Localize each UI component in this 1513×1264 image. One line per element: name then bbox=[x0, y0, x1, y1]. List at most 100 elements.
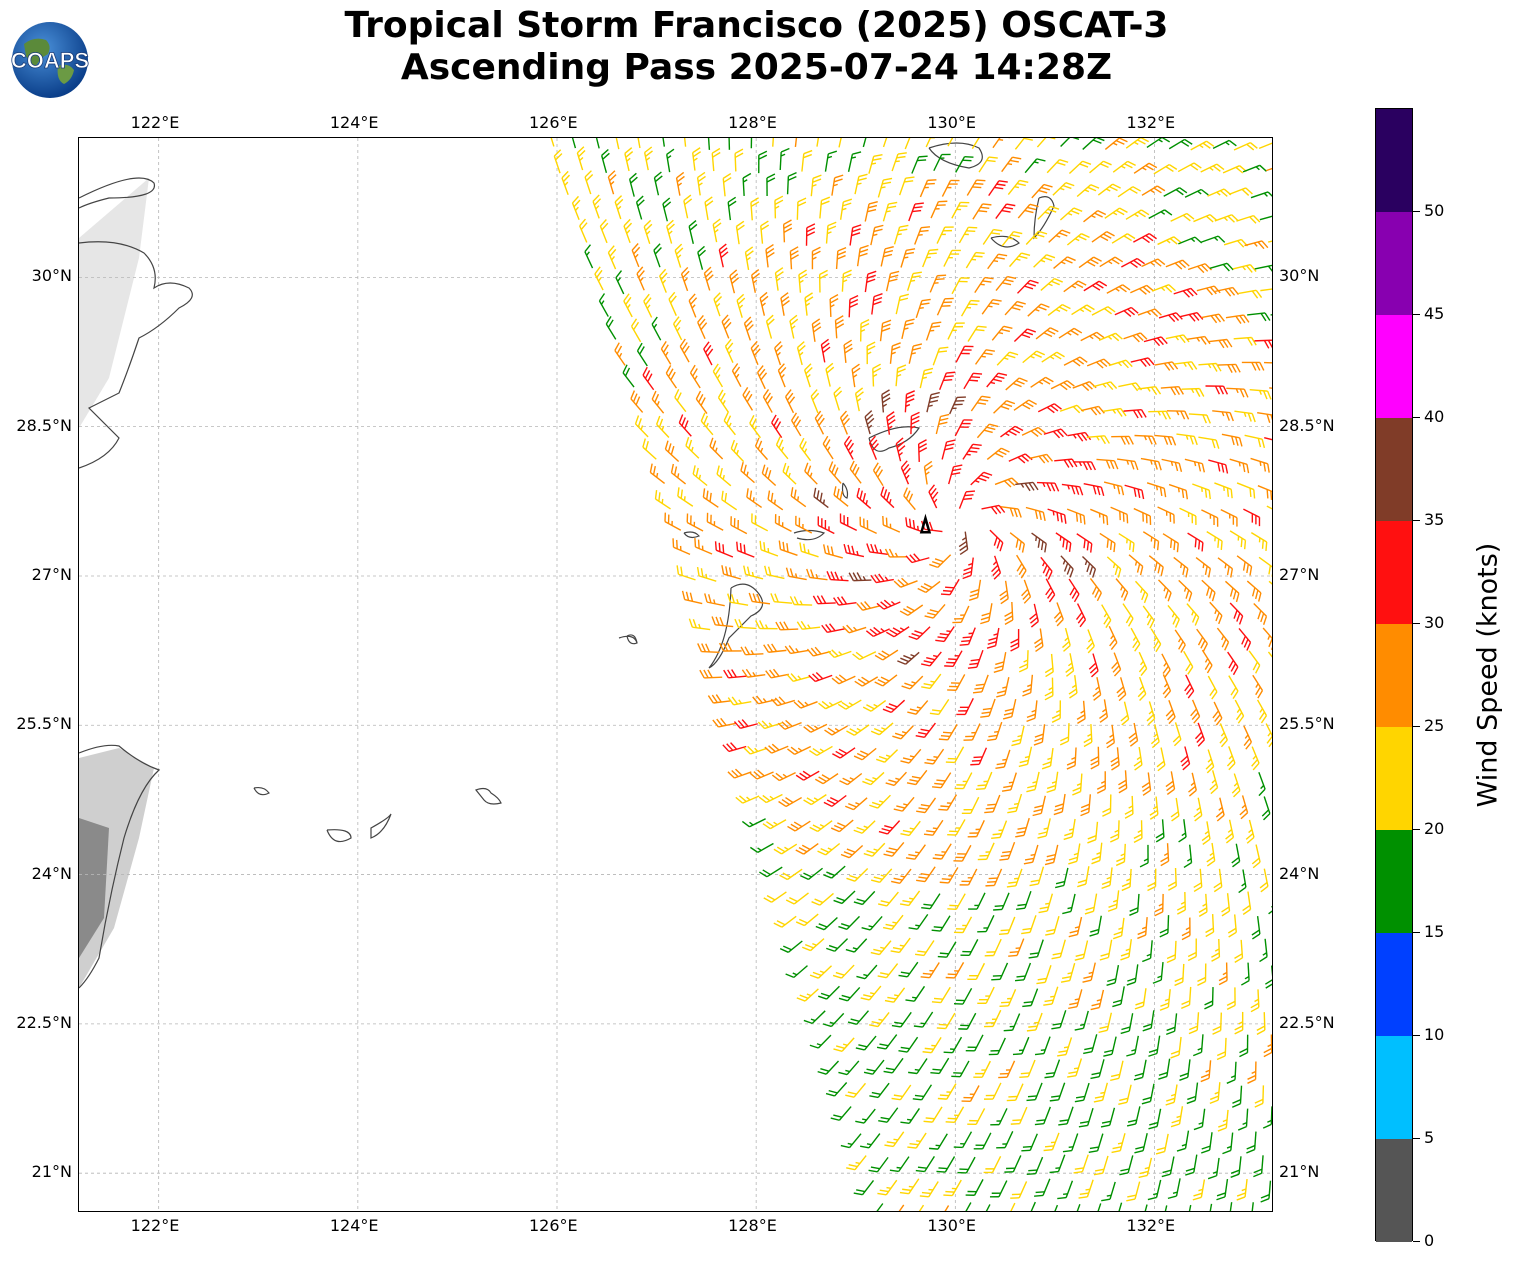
wind-barb bbox=[1026, 1082, 1043, 1102]
wind-barb bbox=[1217, 363, 1241, 373]
wind-barb bbox=[947, 893, 966, 911]
wind-barb bbox=[1111, 1133, 1126, 1154]
wind-barb bbox=[959, 868, 978, 886]
wind-barb bbox=[1206, 842, 1216, 867]
wind-barb bbox=[666, 148, 675, 173]
wind-barb bbox=[1161, 1156, 1175, 1178]
wind-barb bbox=[1013, 399, 1037, 411]
wind-barb bbox=[740, 646, 764, 656]
wind-barb bbox=[878, 820, 901, 835]
wind-barb bbox=[1026, 1012, 1043, 1032]
wind-barb bbox=[1066, 508, 1086, 525]
wind-barb bbox=[1062, 893, 1076, 915]
wind-barb bbox=[1016, 279, 1039, 294]
wind-barb bbox=[1018, 746, 1033, 768]
wind-barb bbox=[1174, 629, 1186, 653]
wind-barb bbox=[1101, 1181, 1116, 1202]
wind-barb bbox=[779, 147, 790, 171]
wind-barb bbox=[723, 412, 736, 436]
wind-barb bbox=[823, 794, 847, 807]
wind-barb bbox=[936, 1156, 956, 1173]
wind-barb bbox=[1180, 746, 1191, 771]
wind-barb bbox=[843, 339, 853, 363]
wind-barb bbox=[1165, 334, 1190, 344]
wind-barb bbox=[727, 768, 752, 779]
coaps-logo-icon: COAPS bbox=[10, 22, 90, 98]
wind-barb bbox=[670, 463, 687, 485]
wind-barb bbox=[984, 1082, 1002, 1100]
coastline bbox=[79, 177, 155, 209]
wind-barb bbox=[622, 364, 635, 388]
wind-barb bbox=[1242, 164, 1267, 173]
wind-barb bbox=[980, 698, 996, 718]
wind-barb bbox=[943, 1179, 962, 1197]
wind-barb bbox=[919, 367, 934, 389]
wind-barb bbox=[700, 412, 714, 436]
wind-barb bbox=[1073, 1154, 1089, 1174]
wind-barb bbox=[1250, 532, 1268, 551]
wind-barb bbox=[677, 487, 694, 507]
wind-barb bbox=[1256, 699, 1268, 724]
wind-barb bbox=[735, 220, 745, 245]
wind-barb bbox=[831, 174, 844, 196]
wind-barb bbox=[953, 916, 973, 934]
wind-barb bbox=[1086, 358, 1112, 369]
wind-barb bbox=[1074, 1010, 1089, 1031]
wind-barb bbox=[651, 316, 662, 341]
wind-barb bbox=[897, 651, 920, 665]
wind-barb bbox=[917, 439, 928, 462]
wind-barb bbox=[838, 915, 861, 930]
wind-barb bbox=[1043, 1132, 1060, 1152]
wind-barb bbox=[576, 146, 586, 171]
wind-barb bbox=[943, 249, 961, 267]
wind-barb bbox=[1110, 820, 1120, 843]
lon-tick-label: 122°E bbox=[130, 1216, 180, 1235]
wind-barb bbox=[937, 1083, 957, 1100]
wind-barb bbox=[816, 138, 821, 147]
wind-barb bbox=[1229, 458, 1250, 474]
wind-barb bbox=[904, 138, 913, 150]
wind-barb bbox=[778, 540, 798, 557]
wind-barb bbox=[885, 270, 900, 292]
wind-barb bbox=[1205, 914, 1215, 938]
wind-barb bbox=[1192, 1179, 1206, 1201]
wind-barb bbox=[1142, 531, 1160, 551]
wind-barb bbox=[968, 892, 986, 910]
wind-barb bbox=[636, 138, 643, 149]
wind-barb bbox=[1080, 331, 1105, 342]
wind-barb bbox=[795, 515, 813, 534]
wind-barb bbox=[561, 170, 571, 196]
wind-barb bbox=[1256, 1012, 1266, 1035]
wind-barb bbox=[1061, 627, 1071, 652]
wind-barb bbox=[767, 490, 784, 511]
wind-barb bbox=[1074, 1082, 1090, 1103]
lon-tick-label: 122°E bbox=[130, 113, 180, 132]
wind-barb bbox=[1072, 381, 1097, 392]
wind-barb bbox=[1128, 722, 1139, 747]
wind-barb bbox=[1093, 1155, 1109, 1176]
wind-barb bbox=[917, 580, 941, 594]
coastline bbox=[79, 744, 161, 989]
wind-barb bbox=[1025, 506, 1046, 522]
wind-barb bbox=[840, 1133, 862, 1149]
wind-barb bbox=[930, 200, 948, 219]
map-panel[interactable] bbox=[78, 137, 1273, 1212]
wind-barb bbox=[992, 138, 1010, 149]
wind-barb bbox=[839, 410, 851, 435]
wind-barb bbox=[712, 717, 737, 728]
wind-barb bbox=[1128, 554, 1144, 576]
wind-barb bbox=[811, 892, 834, 906]
wind-barb bbox=[1083, 1034, 1098, 1055]
wind-barb bbox=[1155, 1133, 1169, 1155]
wind-barb bbox=[1027, 1201, 1036, 1211]
wind-barb bbox=[995, 203, 1016, 219]
wind-barb bbox=[801, 938, 825, 952]
wind-barb bbox=[1229, 530, 1247, 550]
wind-barb bbox=[1250, 989, 1260, 1013]
wind-barb bbox=[1251, 746, 1260, 771]
wind-barb bbox=[871, 293, 883, 315]
colorbar-tick-label: 5 bbox=[1424, 1128, 1435, 1147]
wind-barb bbox=[1016, 554, 1027, 579]
wind-barb bbox=[1157, 579, 1172, 602]
wind-barb bbox=[1063, 818, 1076, 841]
